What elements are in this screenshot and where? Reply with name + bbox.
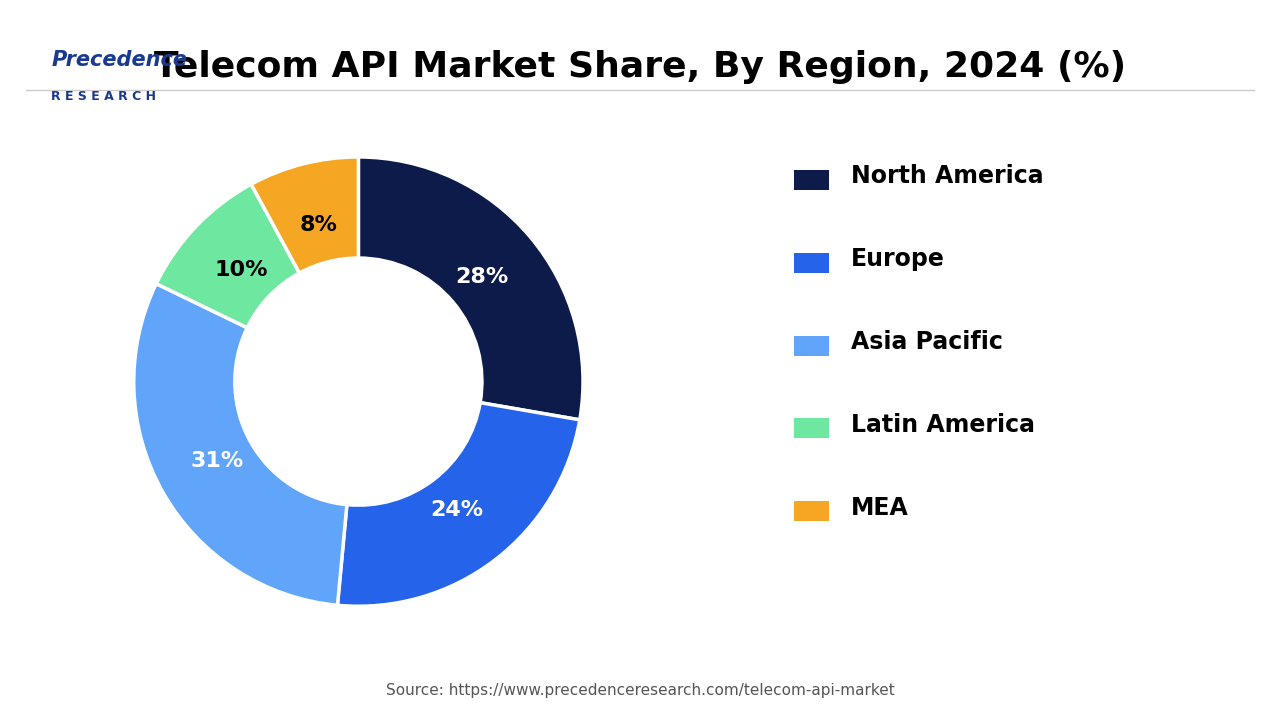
Text: 31%: 31%: [191, 451, 244, 471]
Text: R E S E A R C H: R E S E A R C H: [51, 90, 156, 103]
Text: Latin America: Latin America: [851, 413, 1036, 437]
Text: North America: North America: [851, 164, 1043, 189]
Text: Precedence: Precedence: [51, 50, 187, 71]
Text: Asia Pacific: Asia Pacific: [851, 330, 1004, 354]
Wedge shape: [358, 157, 582, 420]
Text: Europe: Europe: [851, 247, 945, 271]
Text: 10%: 10%: [215, 260, 268, 280]
Wedge shape: [338, 402, 580, 606]
Wedge shape: [251, 157, 358, 273]
Wedge shape: [133, 284, 347, 606]
Text: Telecom API Market Share, By Region, 2024 (%): Telecom API Market Share, By Region, 202…: [154, 50, 1126, 84]
Text: Source: https://www.precedenceresearch.com/telecom-api-market: Source: https://www.precedenceresearch.c…: [385, 683, 895, 698]
Text: MEA: MEA: [851, 495, 909, 520]
Wedge shape: [156, 184, 300, 328]
Text: 24%: 24%: [430, 500, 484, 520]
Text: 8%: 8%: [300, 215, 338, 235]
Text: 28%: 28%: [456, 267, 508, 287]
